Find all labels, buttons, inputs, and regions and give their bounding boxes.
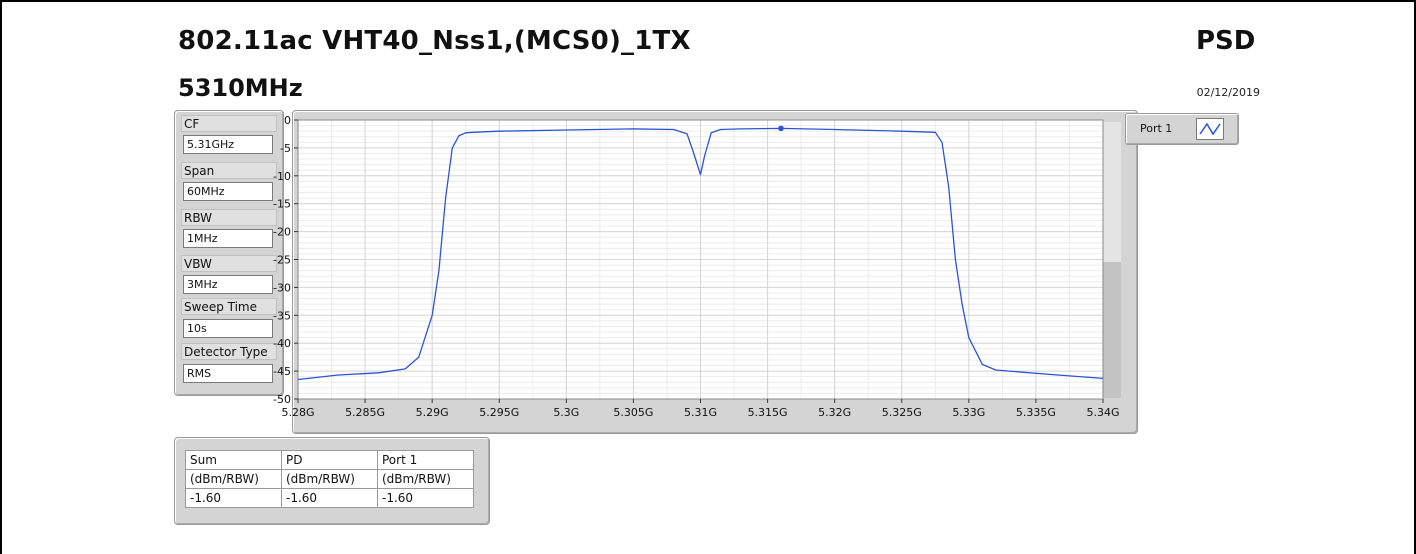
x-tick-label: 5.29G (416, 406, 449, 419)
x-tick-label: 5.325G (882, 406, 922, 419)
y-tick-label: -15 (273, 198, 291, 211)
table-row: (dBm/RBW) (dBm/RBW) (dBm/RBW) (185, 469, 474, 489)
sum-value: -1.60 (185, 488, 282, 508)
pd-value: -1.60 (281, 488, 378, 508)
x-tick-label: 5.32G (818, 406, 851, 419)
peak-marker (778, 125, 784, 132)
x-tick-label: 5.31G (684, 406, 717, 419)
port1-value: -1.60 (377, 488, 474, 508)
y-tick-label: -20 (273, 226, 291, 239)
x-tick-label: 5.305G (613, 406, 653, 419)
x-tick-label: 5.335G (1016, 406, 1056, 419)
cf-label: CF (181, 115, 277, 132)
date-label: 02/12/2019 (1196, 86, 1260, 99)
sweep-time-label: Sweep Time (181, 298, 277, 315)
sum-unit: (dBm/RBW) (185, 469, 282, 489)
trace-layer (297, 125, 1104, 381)
table-row: -1.60 -1.60 -1.60 (185, 488, 474, 508)
chart-scrollbar-track[interactable] (1103, 122, 1121, 262)
x-tick-label: 5.315G (748, 406, 788, 419)
y-tick-label: -10 (273, 170, 291, 183)
y-tick-label: -35 (273, 309, 291, 322)
rbw-field[interactable]: 1MHz (183, 229, 273, 248)
results-table: Sum PD Port 1 (dBm/RBW) (dBm/RBW) (dBm/R… (185, 450, 474, 508)
x-tick-label: 5.33G (952, 406, 985, 419)
settings-panel: CF 5.31GHz Span 60MHz RBW 1MHz VBW 3MHz … (174, 110, 284, 396)
pd-header: PD (281, 450, 378, 470)
rbw-label: RBW (181, 209, 277, 226)
axis-layer: 0 -5 -10 -15 -20 -25 -30 -35 -40 -45 -505.28G 5.285… (273, 114, 1119, 419)
table-row: Sum PD Port 1 (185, 450, 474, 470)
psd-trace-line (297, 127, 1104, 381)
detector-type-field[interactable]: RMS (183, 364, 273, 383)
vbw-label: VBW (181, 255, 277, 272)
x-tick-label: 5.28G (281, 406, 314, 419)
sweep-time-field[interactable]: 10s (183, 319, 273, 338)
y-tick-label: -5 (280, 142, 291, 155)
y-tick-label: 0 (284, 114, 291, 127)
frequency-title: 5310MHz (178, 74, 303, 102)
span-field[interactable]: 60MHz (183, 182, 273, 201)
vbw-field[interactable]: 3MHz (183, 275, 273, 294)
line-plot-icon[interactable] (1196, 118, 1224, 140)
sum-header: Sum (185, 450, 282, 470)
y-tick-label: -30 (273, 281, 291, 294)
results-panel: Sum PD Port 1 (dBm/RBW) (dBm/RBW) (dBm/R… (174, 437, 490, 525)
y-tick-label: -50 (273, 393, 291, 406)
plot-legend[interactable]: Port 1 (1125, 113, 1239, 145)
x-tick-label: 5.295G (479, 406, 519, 419)
x-tick-label: 5.285G (345, 406, 385, 419)
page-title: 802.11ac VHT40_Nss1,(MCS0)_1TX (178, 26, 691, 56)
grid-layer (297, 119, 1104, 400)
x-tick-label: 5.34G (1086, 406, 1119, 419)
measurement-mode-label: PSD (1196, 26, 1256, 56)
port1-unit: (dBm/RBW) (377, 469, 474, 489)
legend-label: Port 1 (1140, 122, 1173, 135)
y-tick-label: -25 (273, 254, 291, 267)
cf-field[interactable]: 5.31GHz (183, 135, 273, 154)
x-tick-label: 5.3G (553, 406, 579, 419)
chart-scrollbar-thumb[interactable] (1103, 262, 1121, 398)
detector-type-label: Detector Type (181, 343, 277, 360)
y-tick-label: -45 (273, 365, 291, 378)
y-tick-label: -40 (273, 337, 291, 350)
port1-header: Port 1 (377, 450, 474, 470)
pd-unit: (dBm/RBW) (281, 469, 378, 489)
span-label: Span (181, 162, 277, 179)
